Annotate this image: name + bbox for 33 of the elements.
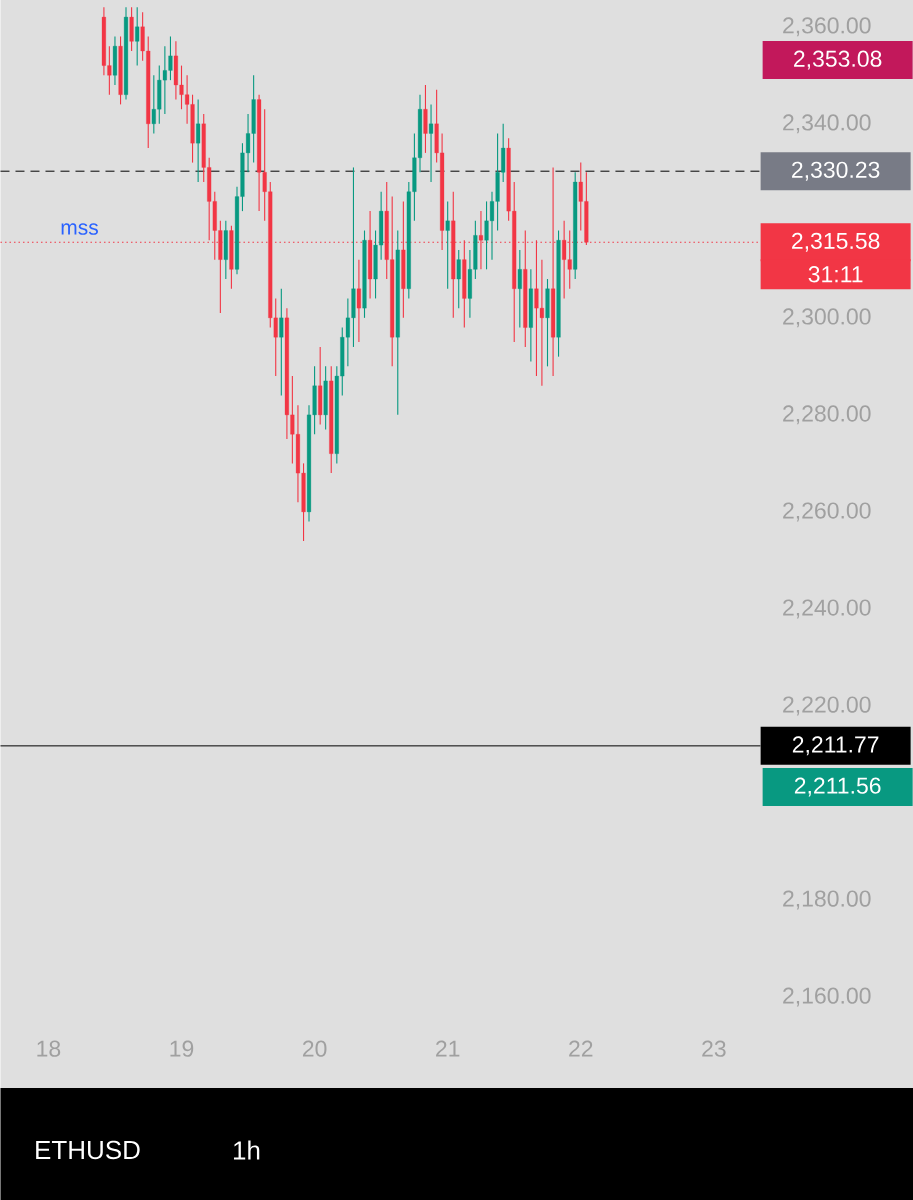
x-tick-label: 22 (568, 1040, 593, 1057)
candlestick (478, 210, 483, 270)
text: 2,211.56 (794, 777, 881, 797)
ref-line-label: 2,330.23 (791, 161, 880, 181)
x-tick-label: 21 (435, 1040, 460, 1057)
text: ETHUSD (35, 1140, 140, 1160)
y-tick-label: 2,360.00 (782, 17, 871, 37)
y-tick-label: 2,340.00 (782, 114, 871, 134)
candlestick (428, 103, 433, 183)
text: 1h (233, 1140, 260, 1160)
candlestick (445, 200, 450, 290)
x-tick-label: 18 (37, 1040, 60, 1057)
candlestick (517, 249, 522, 329)
y-tick-label: 2,180.00 (782, 890, 871, 910)
y-tick-label: 2,160.00 (782, 987, 871, 1007)
ref-line-label: 2,315.58 (791, 232, 880, 252)
x-tick-label: 23 (702, 1040, 726, 1057)
candlestick (456, 249, 461, 309)
y-tick-label: 2,280.00 (782, 405, 871, 425)
y-tick-label: 2,260.00 (782, 502, 871, 522)
candlestick (356, 259, 361, 343)
text: 2,353.08 (793, 50, 882, 70)
x-tick-label: 19 (170, 1040, 193, 1057)
y-tick-label: 2,240.00 (782, 599, 871, 619)
text: 31:11 (808, 266, 863, 283)
y-tick-label: 2,300.00 (782, 308, 871, 328)
candlestick (279, 288, 284, 397)
candlestick (134, 6, 140, 67)
annotation: mss (61, 223, 98, 235)
y-tick-label: 2,220.00 (782, 696, 871, 716)
ref-line-label: 2,211.77 (792, 736, 879, 756)
x-tick-label: 20 (302, 1040, 327, 1057)
candlestick (195, 98, 200, 183)
